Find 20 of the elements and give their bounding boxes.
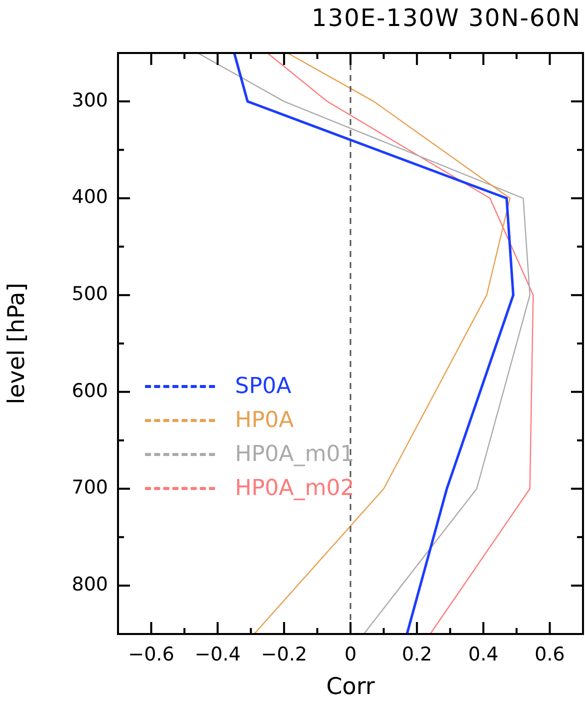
x-tick-label: −0.4 bbox=[194, 643, 241, 666]
chart-title: 130E-130W 30N-60N bbox=[312, 4, 581, 32]
y-tick-label: 800 bbox=[72, 574, 108, 596]
x-tick-label: −0.2 bbox=[261, 643, 308, 666]
legend-label: HP0A bbox=[235, 408, 294, 433]
legend-label: HP0A_m02 bbox=[235, 476, 354, 501]
x-tick-label: 0.6 bbox=[534, 643, 565, 666]
x-tick-label: −0.6 bbox=[128, 643, 174, 666]
y-tick-label: 600 bbox=[72, 380, 108, 402]
y-tick-label: 700 bbox=[72, 476, 108, 499]
legend-label: HP0A_m01 bbox=[235, 442, 354, 467]
x-tick-label: 0.4 bbox=[468, 643, 498, 666]
y-tick-label: 400 bbox=[72, 186, 108, 208]
y-tick-label: 500 bbox=[72, 283, 108, 306]
legend-label: SP0A bbox=[235, 374, 292, 399]
x-tick-label: 0.2 bbox=[402, 643, 432, 666]
y-tick-label: 300 bbox=[72, 89, 108, 112]
y-axis-title: level [hPa] bbox=[4, 282, 30, 404]
x-tick-label: 0 bbox=[344, 643, 357, 666]
x-axis-title: Corr bbox=[326, 674, 376, 700]
